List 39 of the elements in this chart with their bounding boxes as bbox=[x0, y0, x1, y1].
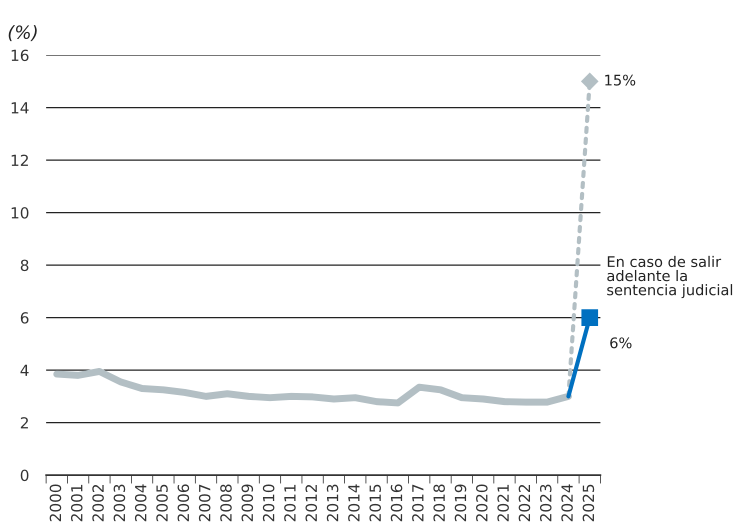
x-tick-label: 2016 bbox=[390, 484, 402, 522]
y-tick-label: 2 bbox=[20, 417, 28, 428]
y-tick-label: 0 bbox=[20, 470, 28, 482]
x-tick-label: 2011 bbox=[284, 484, 296, 522]
x-tick-label: 2012 bbox=[305, 484, 318, 522]
x-tick-label: 2014 bbox=[348, 484, 360, 522]
x-tick-label: 2008 bbox=[220, 484, 232, 522]
annotation: 6% bbox=[610, 337, 632, 348]
x-tick-label: 2005 bbox=[156, 484, 168, 522]
x-tick-label: 2022 bbox=[518, 484, 530, 522]
y-tick-label: 6 bbox=[20, 312, 28, 324]
x-tick-label: 2020 bbox=[476, 484, 488, 522]
x-tick-label: 2009 bbox=[242, 484, 254, 522]
x-tick-label: 2002 bbox=[92, 484, 104, 522]
x-tick-label: 2006 bbox=[178, 484, 190, 522]
x-tick-label: 2004 bbox=[134, 484, 146, 522]
y-tick-label: 8 bbox=[20, 260, 28, 272]
y-tick-label: 10 bbox=[12, 207, 28, 219]
x-tick-label: 2017 bbox=[412, 484, 424, 522]
x-tick-label: 2023 bbox=[540, 484, 552, 522]
x-tick-label: 2010 bbox=[262, 484, 274, 522]
x-tick-label: 2019 bbox=[454, 484, 466, 522]
x-tick-label: 2007 bbox=[198, 484, 210, 522]
y-tick-label: 14 bbox=[12, 102, 29, 114]
annotation: En caso de salir adelante la sentencia judicial bbox=[607, 256, 732, 298]
y-tick-label: 12 bbox=[12, 154, 28, 166]
x-tick-label: 2000 bbox=[50, 484, 62, 522]
x-tick-label: 2024 bbox=[561, 484, 573, 522]
y-tick-label: 16 bbox=[12, 50, 28, 62]
x-tick-label: 2018 bbox=[433, 484, 445, 522]
y-axis-title: (%) bbox=[8, 25, 37, 42]
x-tick-label: 2015 bbox=[369, 484, 381, 522]
x-tick-label: 2013 bbox=[326, 484, 338, 522]
x-tick-label: 2001 bbox=[70, 484, 83, 522]
x-tick-label: 2025 bbox=[582, 484, 594, 522]
y-tick-label: 4 bbox=[20, 364, 29, 376]
x-tick-label: 2003 bbox=[114, 484, 126, 522]
x-tick-label: 2021 bbox=[497, 484, 509, 522]
annotation: 15% bbox=[605, 74, 636, 86]
